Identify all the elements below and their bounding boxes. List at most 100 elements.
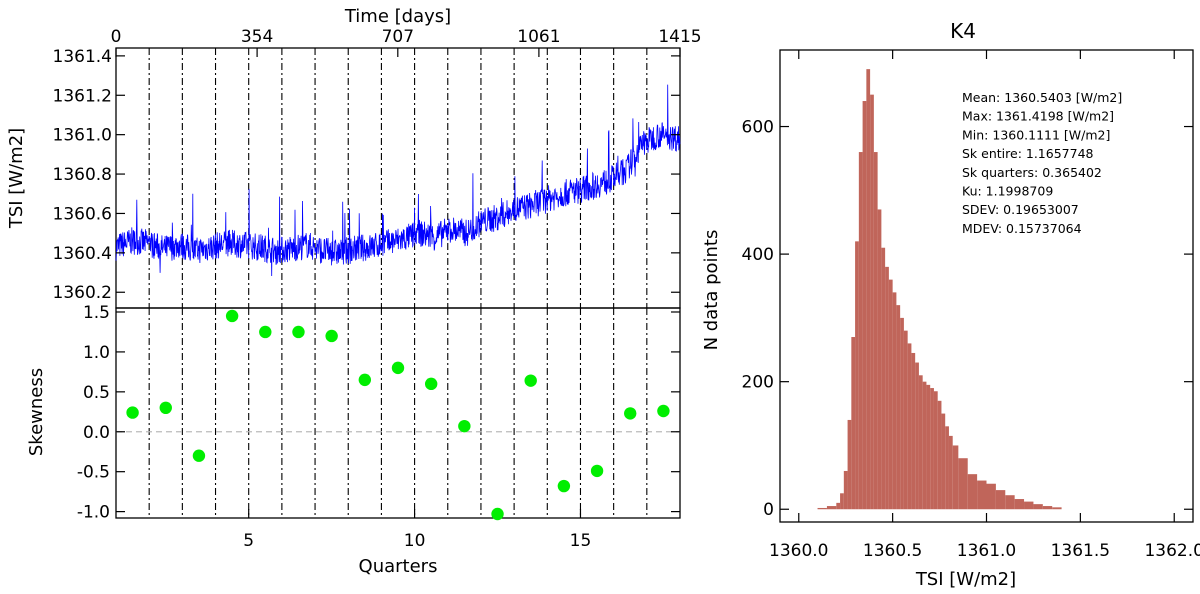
histogram-title: K4	[950, 19, 976, 43]
top-x-tick-label: 1415	[658, 27, 701, 47]
histogram-bar	[896, 305, 901, 510]
y-tick-label: 0	[763, 500, 774, 520]
x-tick-label: 5	[243, 531, 254, 551]
skewness-point	[624, 407, 637, 420]
histogram-bar	[1042, 506, 1053, 510]
histogram-bar	[995, 490, 1006, 510]
skewness-y-ticks: -1.0 -0.5 0.0 0.5 1.0 1.5	[77, 303, 680, 523]
histogram-bar	[918, 375, 923, 510]
top-x-tick-label: 707	[382, 27, 414, 47]
histogram-bar	[958, 458, 968, 510]
skewness-plot-frame	[115, 307, 681, 519]
tsi-y-axis-label: TSI [W/m2]	[6, 128, 27, 229]
y-tick-label: 200	[742, 373, 774, 393]
y-tick-label: 1360.2	[53, 283, 112, 303]
statistics-line: Sk quarters: 0.365402	[962, 165, 1102, 180]
y-tick-label: 1361.2	[53, 86, 112, 106]
histogram-bar	[1005, 495, 1015, 510]
x-tick-label: 1361.0	[957, 541, 1016, 561]
histogram-bar	[1014, 499, 1025, 510]
top-x-tick-label: 1061	[517, 27, 560, 47]
x-tick-label: 1360.0	[769, 541, 828, 561]
y-tick-label: 600	[742, 118, 774, 138]
y-tick-label: 0.0	[83, 423, 110, 443]
skewness-point	[192, 449, 206, 462]
histogram-bar	[877, 209, 882, 510]
x-tick-label: 1360.5	[863, 541, 922, 561]
y-tick-label: -1.0	[77, 503, 110, 523]
skewness-point	[424, 377, 438, 391]
histogram-bar	[941, 413, 946, 510]
y-tick-label: 1360.4	[53, 244, 112, 264]
quarter-boundary-lines	[148, 308, 648, 518]
histogram-bar	[948, 435, 953, 510]
statistics-line: Min: 1360.1111 [W/m2]	[962, 127, 1110, 142]
skewness-point	[524, 374, 537, 387]
statistics-line: SDEV: 0.19653007	[962, 202, 1079, 217]
histogram-bar	[1052, 507, 1062, 510]
histogram-bar	[933, 391, 938, 510]
histogram-y-ticks: 0 200 400 600	[742, 118, 1193, 520]
histogram-bar	[847, 419, 852, 510]
x-tick-label: 1362.0	[1144, 541, 1200, 561]
y-tick-label: 1360.8	[53, 165, 112, 185]
tsi-line	[115, 84, 681, 277]
histogram-bar	[892, 292, 897, 510]
quarters-x-ticks: 5 10 15	[243, 509, 591, 551]
histogram-bar	[826, 506, 837, 510]
skewness-point	[292, 325, 305, 339]
histogram-bar	[870, 94, 874, 510]
histogram-bar	[926, 384, 931, 510]
y-tick-label: 400	[742, 245, 774, 265]
histogram-bar	[937, 400, 942, 510]
skewness-point	[126, 406, 139, 419]
histogram-bar	[945, 426, 949, 510]
skewness-point	[159, 401, 172, 415]
skewness-y-axis-label: Skewness	[26, 368, 47, 456]
time-top-ticks: 0 354 707 1061 1415	[111, 27, 702, 57]
histogram-bar	[843, 470, 848, 510]
skewness-point	[657, 404, 670, 418]
skewness-point	[557, 479, 571, 493]
top-x-tick-label: 354	[241, 27, 273, 47]
x-tick-label: 15	[570, 531, 592, 551]
histogram-bar	[900, 317, 904, 510]
statistics-line: Ku: 1.1998709	[962, 184, 1053, 199]
skewness-point	[391, 361, 405, 375]
skewness-point	[358, 373, 372, 387]
skewness-point	[325, 329, 338, 343]
histogram-bar	[858, 152, 863, 510]
y-tick-label: 1.0	[83, 343, 110, 363]
statistics-line: Mean: 1360.5403 [W/m2]	[962, 90, 1122, 105]
histogram-bar	[1033, 504, 1043, 510]
histogram-bar	[888, 279, 893, 510]
histogram-bar	[817, 507, 827, 510]
statistics-line: Sk entire: 1.1657748	[962, 146, 1094, 161]
histogram-bars	[817, 69, 1062, 510]
histogram-x-ticks: 1360.0 1360.5 1361.0 1361.5 1362.0	[769, 50, 1200, 561]
y-tick-label: 0.5	[83, 383, 110, 403]
histogram-bar	[862, 101, 867, 510]
histogram-bar	[922, 381, 927, 510]
skewness-panel: -1.0 -0.5 0.0 0.5 1.0 1.5 5 10 15 Quarters Skew…	[26, 303, 681, 577]
tsi-y-ticks: 1360.2 1360.4 1360.6 1360.8 1361.0 1361.2 1361…	[53, 47, 680, 303]
histogram-bar	[836, 502, 841, 510]
histogram-bar	[1024, 501, 1034, 510]
y-tick-label: 1.5	[83, 303, 110, 323]
tsi-series	[115, 84, 681, 277]
histogram-bar	[911, 352, 916, 510]
histogram-bar	[930, 388, 934, 510]
histogram-bar	[881, 247, 886, 510]
x-tick-label: 10	[404, 531, 426, 551]
statistics-box: Mean: 1360.5403 [W/m2] Max: 1361.4198 [W/…	[962, 90, 1122, 236]
y-tick-label: 1360.6	[53, 204, 112, 224]
x-tick-label: 1361.5	[1051, 541, 1110, 561]
histogram-bar	[873, 152, 878, 510]
y-tick-label: -0.5	[77, 463, 110, 483]
skewness-point	[259, 325, 272, 339]
histogram-bar	[967, 474, 978, 510]
top-x-axis-label: Time [days]	[344, 6, 451, 27]
skewness-point	[225, 309, 239, 323]
